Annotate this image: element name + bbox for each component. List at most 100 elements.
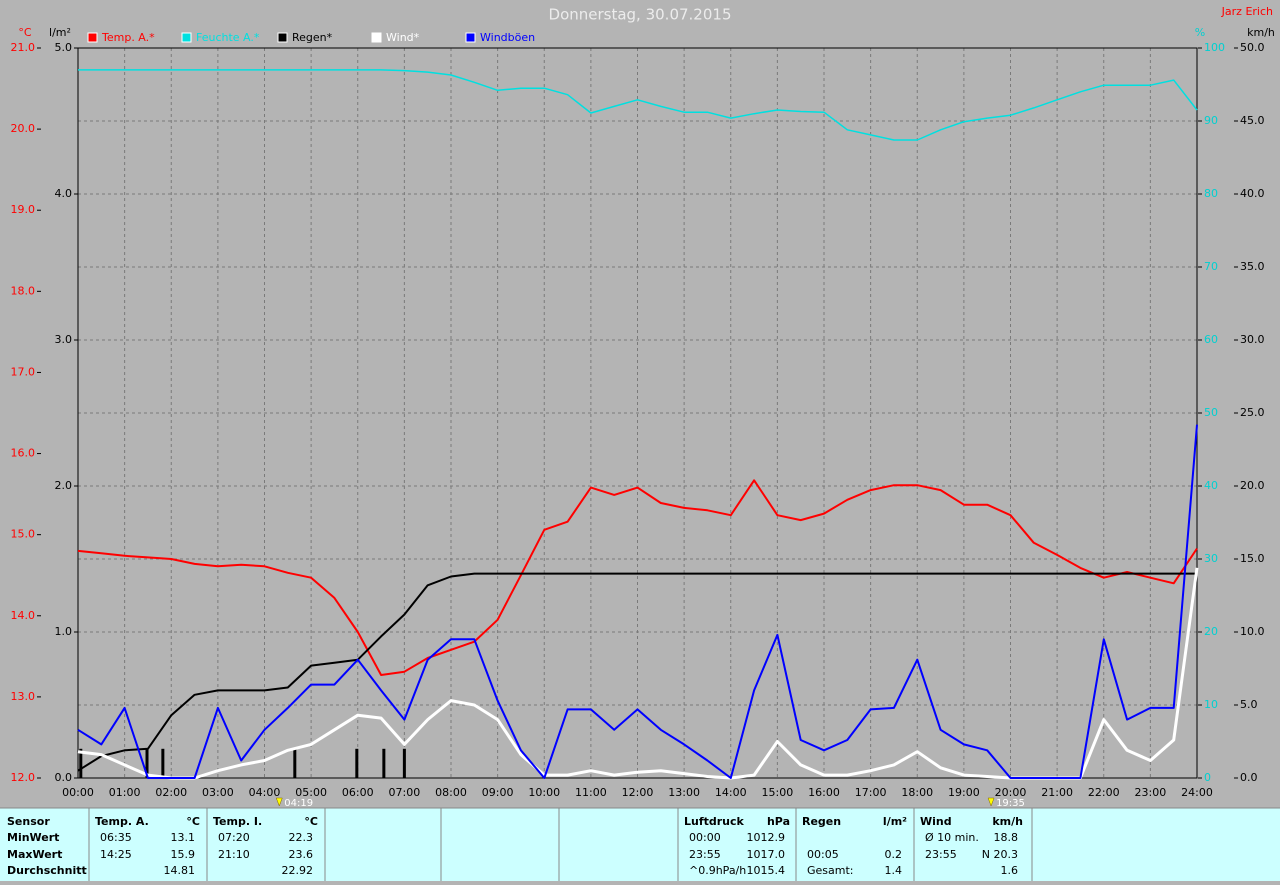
x-tick-label: 12:00 [622,786,654,799]
x-tick-label: 18:00 [901,786,933,799]
x-tick-label: 05:00 [295,786,327,799]
x-tick-label: 08:00 [435,786,467,799]
cell-value: 18.8 [994,831,1019,844]
plot-frame [77,47,1198,779]
y-tick-label: 30.0 [1240,333,1265,346]
y-tick-label: 14.0 [11,609,36,622]
section-title: Regen [802,815,841,828]
section-unit: km/h [992,815,1023,828]
y-tick-label: 0.0 [1240,771,1258,784]
y-tick-label: 12.0 [11,771,36,784]
axis-unit: % [1195,26,1205,39]
rain-bar [79,748,83,778]
background [0,0,1280,808]
cell-value: 23.6 [289,848,314,861]
y-tick-label: 60 [1204,333,1218,346]
rain-bar [145,748,149,778]
x-tick-label: 20:00 [995,786,1027,799]
x-tick-label: 23:00 [1135,786,1167,799]
x-tick-label: 00:00 [62,786,94,799]
x-tick-label: 17:00 [855,786,887,799]
y-tick-label: 0.0 [55,771,73,784]
section-title: Wind [920,815,952,828]
y-tick-label: 1.0 [55,625,73,638]
x-tick-label: 19:00 [948,786,980,799]
annotation-marker [987,797,995,807]
cell-label: 21:10 [218,848,250,861]
x-tick-label: 22:00 [1088,786,1120,799]
axis-unit: l/m² [49,26,71,39]
legend-swatch [277,32,288,43]
y-tick-label: 16.0 [11,447,36,460]
rain-bar [161,748,165,778]
y-tick-label: 30 [1204,552,1218,565]
cell-label: 00:00 [689,831,721,844]
y-tick-label: 90 [1204,114,1218,127]
x-tick-label: 24:00 [1181,786,1213,799]
x-tick-label: 21:00 [1041,786,1073,799]
y-tick-label: 45.0 [1240,114,1265,127]
cell-value: 15.9 [171,848,196,861]
series-line [78,69,1198,141]
cell-label: Gesamt: [807,864,854,877]
legend-label: Wind* [386,31,420,44]
legend-swatch [181,32,192,43]
legend-label: Feuchte A.* [196,31,260,44]
section-title: Temp. I. [213,815,262,828]
y-tick-label: 5.0 [1240,698,1258,711]
y-tick-label: 40 [1204,479,1218,492]
y-tick-label: 21.0 [11,41,36,54]
y-tick-label: 70 [1204,260,1218,273]
section-unit: l/m² [883,815,907,828]
axis-unit: km/h [1247,26,1275,39]
y-tick-label: 50.0 [1240,41,1265,54]
axis-unit: °C [18,26,32,39]
cell-value: 1.4 [885,864,903,877]
series-line [77,424,1198,779]
x-tick-label: 16:00 [808,786,840,799]
y-tick-label: 20.0 [11,122,36,135]
cell-label: 14:25 [100,848,132,861]
legend-swatch [87,32,98,43]
y-tick-label: 20.0 [1240,479,1265,492]
x-tick-label: 06:00 [342,786,374,799]
x-tick-label: 02:00 [155,786,187,799]
rain-bar [382,748,386,778]
table-background [0,808,1280,881]
cell-label: Ø 10 min. [925,831,979,844]
legend-label: Windböen [480,31,535,44]
annotation: 19:35 [996,798,1025,809]
y-tick-label: 10.0 [1240,625,1265,638]
y-tick-label: 3.0 [55,333,73,346]
x-tick-label: 07:00 [389,786,421,799]
author: Jarz Erich [1221,5,1273,18]
y-tick-label: 2.0 [55,479,73,492]
y-tick-label: 17.0 [11,365,36,378]
cell-value: 22.3 [289,831,314,844]
legend-swatch [465,32,476,43]
x-tick-label: 10:00 [528,786,560,799]
cell-value: 1012.9 [747,831,786,844]
y-tick-label: 4.0 [55,187,73,200]
y-tick-label: 5.0 [55,41,73,54]
x-tick-label: 15:00 [762,786,794,799]
rain-bar [293,748,297,778]
section-unit: °C [304,815,318,828]
series-line [77,479,1198,676]
x-tick-label: 01:00 [109,786,141,799]
series-line [77,572,1197,772]
cell-label: ^0.9hPa/h [689,864,746,877]
annotation-marker [275,797,283,807]
y-tick-label: 80 [1204,187,1218,200]
y-tick-label: 15.0 [11,528,36,541]
cell-value: 14.81 [164,864,196,877]
x-tick-label: 03:00 [202,786,234,799]
cell-value: 13.1 [171,831,196,844]
x-tick-label: 11:00 [575,786,607,799]
rain-bar [355,748,359,778]
annotation: 04:19 [284,798,313,809]
y-tick-label: 50 [1204,406,1218,419]
section-unit: °C [186,815,200,828]
